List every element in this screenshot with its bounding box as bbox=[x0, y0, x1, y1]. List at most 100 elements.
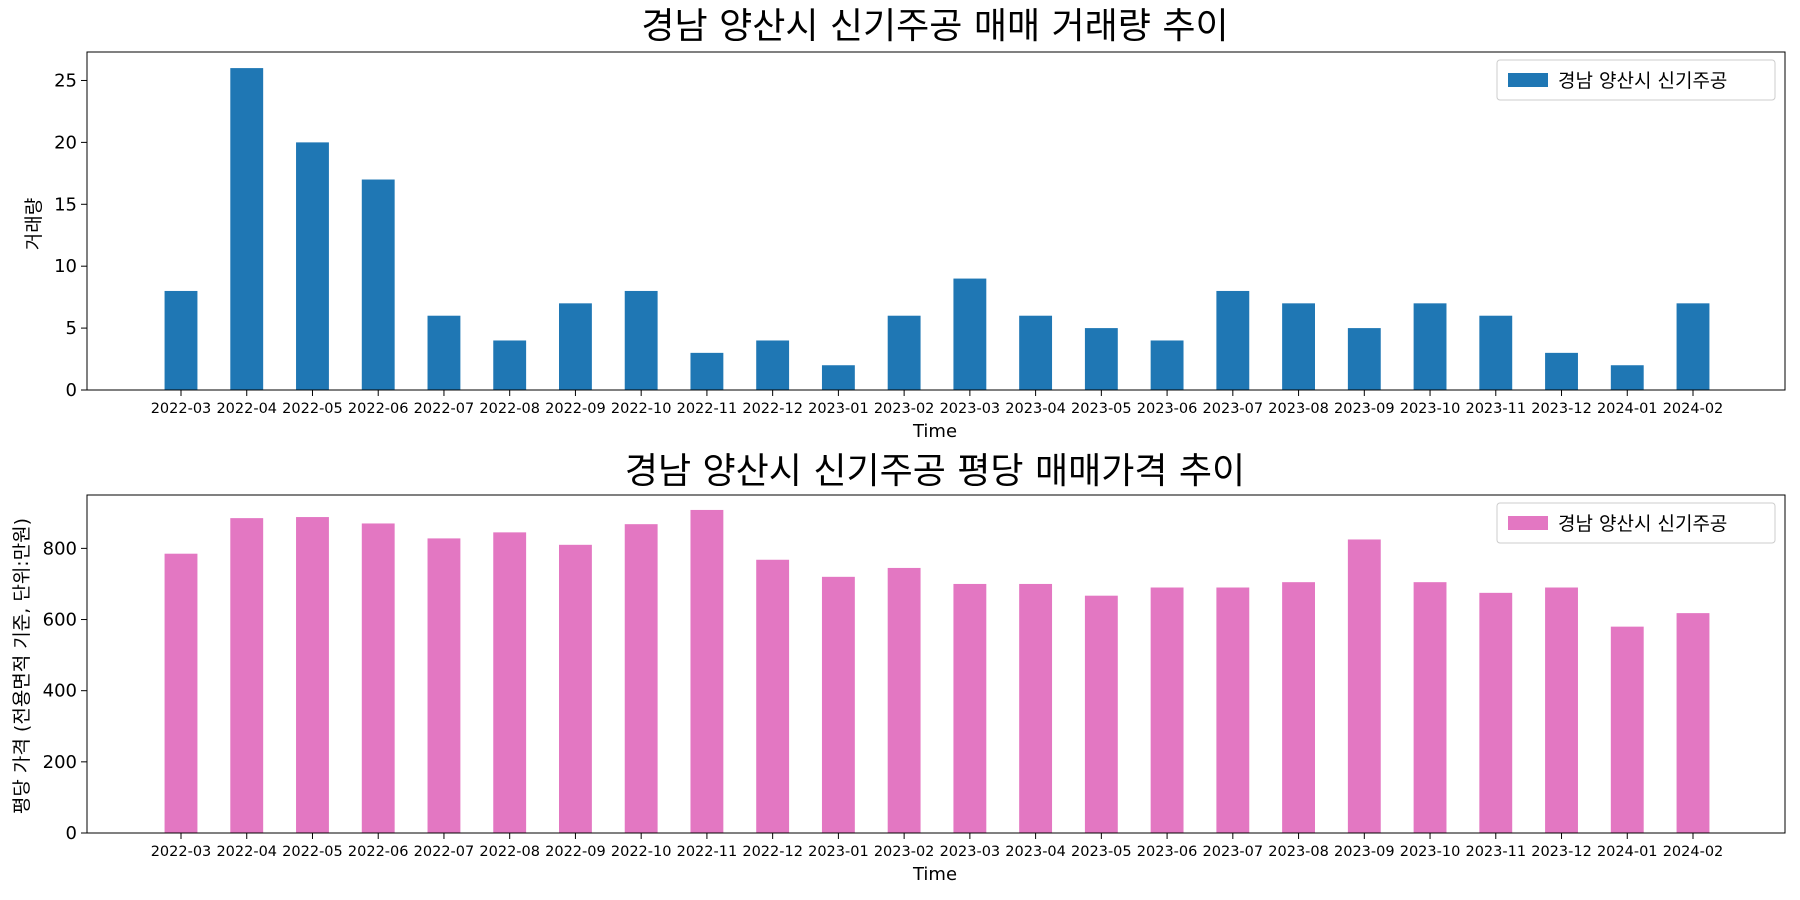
bar bbox=[1282, 303, 1315, 390]
bar bbox=[821, 365, 855, 390]
bar bbox=[1150, 340, 1184, 390]
bar bbox=[1216, 587, 1250, 833]
x-tick-label: 2022-12 bbox=[742, 401, 803, 417]
x-tick-label: 2023-05 bbox=[1071, 844, 1132, 860]
bar bbox=[953, 583, 987, 833]
bar bbox=[1676, 303, 1710, 390]
x-tick-label: 2024-02 bbox=[1663, 844, 1724, 860]
x-tick-label: 2023-06 bbox=[1137, 844, 1198, 860]
y-tick-label: 0 bbox=[66, 380, 77, 401]
bar bbox=[296, 142, 329, 390]
y-tick-label: 15 bbox=[54, 194, 77, 215]
bar bbox=[1545, 587, 1578, 833]
x-tick-label: 2023-12 bbox=[1531, 844, 1592, 860]
legend-label: 경남 양산시 신기주공 bbox=[1558, 70, 1727, 92]
plot-frame bbox=[86, 51, 1786, 391]
x-tick-label: 2023-02 bbox=[874, 401, 935, 417]
x-tick-label: 2022-09 bbox=[545, 401, 606, 417]
x-tick-label: 2022-03 bbox=[151, 401, 212, 417]
chart-volume: 경남 양산시 신기주공 매매 거래량 추이 거래량 Time 051015202… bbox=[23, 6, 1786, 442]
x-axis-label: Time bbox=[912, 421, 957, 442]
x-tick-label: 2022-08 bbox=[479, 844, 540, 860]
legend-label: 경남 양산시 신기주공 bbox=[1558, 513, 1727, 535]
bar bbox=[887, 315, 921, 390]
x-tick-label: 2022-09 bbox=[545, 844, 606, 860]
x-tick-label: 2023-11 bbox=[1465, 401, 1526, 417]
bar bbox=[493, 532, 527, 833]
bar bbox=[361, 523, 395, 833]
x-tick-label: 2023-01 bbox=[808, 401, 869, 417]
y-ticks: 0 200 400 600 800 bbox=[43, 538, 87, 844]
bars bbox=[164, 68, 1710, 390]
bar bbox=[1216, 290, 1250, 390]
x-tick-label: 2022-07 bbox=[414, 401, 475, 417]
bar bbox=[624, 524, 658, 833]
chart-price: 경남 양산시 신기주공 평당 매매가격 추이 평당 가격 (전용면적 기준, 단… bbox=[11, 451, 1786, 885]
bar bbox=[1019, 583, 1053, 833]
bar bbox=[1413, 582, 1447, 833]
bar bbox=[559, 544, 592, 833]
x-ticks: 2022-03 2022-04 2022-05 2022-06 2022-07 2022-… bbox=[151, 390, 1724, 417]
legend-box bbox=[1496, 59, 1776, 101]
x-tick-label: 2023-02 bbox=[874, 844, 935, 860]
y-tick-label: 400 bbox=[43, 681, 77, 702]
bar bbox=[1479, 315, 1513, 390]
x-tick-label: 2023-01 bbox=[808, 844, 869, 860]
legend: 경남 양산시 신기주공 bbox=[1496, 502, 1776, 544]
y-axis-label: 평당 가격 (전용면적 기준, 단위:만원) bbox=[11, 518, 33, 814]
x-tick-label: 2023-03 bbox=[940, 401, 1001, 417]
y-ticks: 0 5 10 15 20 25 bbox=[54, 70, 87, 401]
y-tick-label: 0 bbox=[66, 823, 77, 844]
bar bbox=[164, 290, 198, 390]
x-tick-label: 2023-03 bbox=[940, 844, 1001, 860]
x-tick-label: 2022-03 bbox=[151, 844, 212, 860]
x-tick-label: 2022-05 bbox=[282, 401, 343, 417]
x-tick-label: 2023-05 bbox=[1071, 401, 1132, 417]
x-tick-label: 2024-01 bbox=[1597, 401, 1658, 417]
legend-swatch bbox=[1508, 516, 1548, 530]
bar bbox=[1282, 582, 1315, 833]
x-tick-label: 2022-12 bbox=[742, 844, 803, 860]
bar bbox=[164, 553, 198, 833]
y-tick-label: 800 bbox=[43, 538, 77, 559]
x-tick-label: 2022-11 bbox=[677, 401, 738, 417]
x-tick-label: 2023-09 bbox=[1334, 844, 1395, 860]
chart-title: 경남 양산시 신기주공 매매 거래량 추이 bbox=[641, 6, 1228, 47]
x-tick-label: 2022-04 bbox=[216, 401, 277, 417]
bar bbox=[230, 518, 264, 833]
x-tick-label: 2023-10 bbox=[1400, 844, 1461, 860]
x-tick-label: 2023-06 bbox=[1137, 401, 1198, 417]
bar bbox=[1545, 352, 1578, 390]
bar bbox=[296, 517, 329, 833]
x-tick-label: 2022-08 bbox=[479, 401, 540, 417]
bar bbox=[361, 179, 395, 390]
bar bbox=[690, 509, 724, 833]
x-tick-label: 2024-01 bbox=[1597, 844, 1658, 860]
x-tick-label: 2023-07 bbox=[1203, 401, 1264, 417]
bar bbox=[953, 278, 987, 390]
bar bbox=[427, 315, 461, 390]
x-tick-label: 2023-12 bbox=[1531, 401, 1592, 417]
bar bbox=[1347, 328, 1381, 390]
x-tick-label: 2022-07 bbox=[414, 844, 475, 860]
x-axis-label: Time bbox=[912, 864, 957, 885]
x-tick-label: 2022-06 bbox=[348, 844, 409, 860]
bar bbox=[690, 352, 724, 390]
bar bbox=[624, 290, 658, 390]
y-tick-label: 200 bbox=[43, 752, 77, 773]
bar bbox=[427, 538, 461, 833]
y-tick-label: 600 bbox=[43, 610, 77, 631]
x-tick-label: 2022-10 bbox=[611, 844, 672, 860]
x-tick-label: 2024-02 bbox=[1663, 401, 1724, 417]
bar bbox=[493, 340, 527, 390]
bar bbox=[230, 68, 264, 390]
y-tick-label: 10 bbox=[54, 256, 77, 277]
bar bbox=[821, 576, 855, 833]
x-tick-label: 2023-08 bbox=[1268, 844, 1329, 860]
x-tick-label: 2023-09 bbox=[1334, 401, 1395, 417]
bar bbox=[756, 340, 790, 390]
bar bbox=[1676, 613, 1710, 833]
bar bbox=[1019, 315, 1053, 390]
bar bbox=[1084, 595, 1118, 833]
bar bbox=[1610, 365, 1644, 390]
